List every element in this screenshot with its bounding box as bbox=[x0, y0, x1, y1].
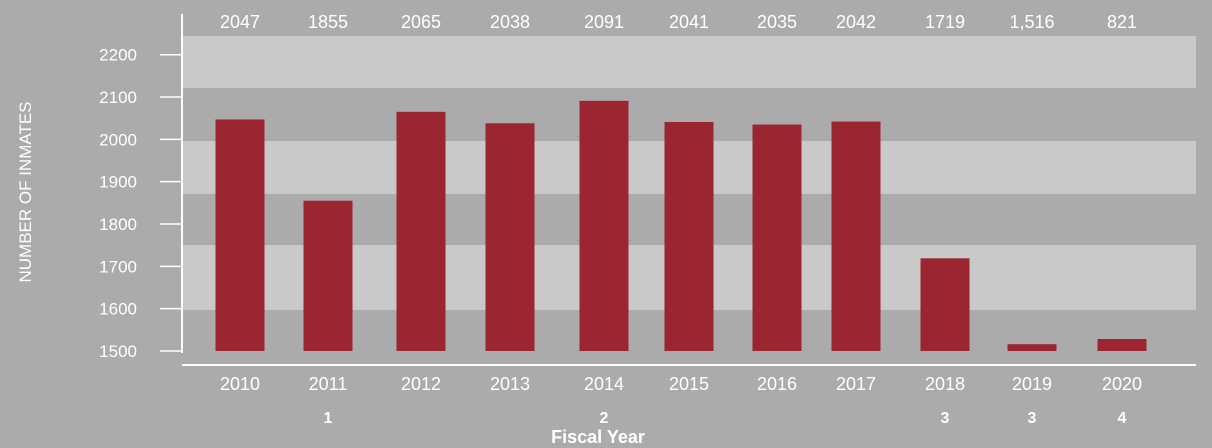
x-tick-label: 2017 bbox=[836, 374, 876, 394]
y-tick-label: 2200 bbox=[99, 46, 137, 65]
bar-2015 bbox=[664, 121, 714, 352]
footnote-marker: 3 bbox=[1028, 410, 1037, 427]
bar-2011 bbox=[303, 200, 353, 351]
bar-2014 bbox=[579, 100, 629, 351]
x-tick-label: 2016 bbox=[757, 374, 797, 394]
x-axis-ticks: 2010 2011 2012 2013 2014 2015 2016 2017 2018 2019… bbox=[220, 374, 1142, 394]
data-labels: 2047 1855 2065 2038 2091 2041 2035 2042 1719 1,51… bbox=[220, 12, 1137, 32]
x-tick-label: 2014 bbox=[584, 374, 624, 394]
bar-2017 bbox=[831, 121, 881, 351]
bar-2010 bbox=[215, 119, 265, 352]
data-label: 2042 bbox=[836, 12, 876, 32]
footnote-marker: 2 bbox=[600, 410, 609, 427]
bar-series bbox=[215, 100, 1147, 352]
bar-2018 bbox=[920, 258, 970, 351]
x-tick-label: 2011 bbox=[309, 374, 348, 394]
x-tick-label: 2010 bbox=[220, 374, 260, 394]
footnote-marker: 4 bbox=[1118, 410, 1127, 427]
data-label: 821 bbox=[1107, 12, 1137, 32]
x-tick-label: 2018 bbox=[925, 374, 965, 394]
x-tick-label: 2013 bbox=[490, 374, 530, 394]
footnote-marker: 1 bbox=[324, 410, 333, 427]
x-tick-label: 2015 bbox=[669, 374, 709, 394]
data-label: 2047 bbox=[220, 12, 260, 32]
y-tick-label: 2000 bbox=[99, 130, 137, 149]
bar-2020 bbox=[1097, 339, 1147, 351]
bar-2019 bbox=[1007, 344, 1057, 351]
data-label: 1,516 bbox=[1009, 12, 1054, 32]
x-tick-label: 2020 bbox=[1102, 374, 1142, 394]
footnote-marker: 3 bbox=[941, 410, 950, 427]
axes bbox=[181, 14, 1196, 366]
y-tick-label: 1600 bbox=[99, 300, 137, 319]
bar-2013 bbox=[485, 123, 535, 351]
y-tick-label: 1800 bbox=[99, 215, 137, 234]
y-tick-label: 2100 bbox=[99, 88, 137, 107]
background-band bbox=[182, 36, 1196, 88]
data-label: 2041 bbox=[669, 12, 709, 32]
x-axis-title: Fiscal Year bbox=[551, 427, 645, 447]
data-label: 2038 bbox=[490, 12, 530, 32]
y-tick-label: 1700 bbox=[99, 257, 137, 276]
x-tick-label: 2012 bbox=[401, 374, 441, 394]
y-tick-label: 1900 bbox=[99, 173, 137, 192]
y-axis-ticks: 1500 1600 1700 1800 1900 2000 2100 2200 bbox=[99, 46, 182, 361]
bar-2012 bbox=[396, 111, 446, 351]
data-label: 1855 bbox=[308, 12, 348, 32]
footnote-markers: 1 2 3 3 4 bbox=[324, 410, 1127, 427]
y-axis-title: NUMBER OF INMATES bbox=[16, 101, 35, 282]
y-tick-label: 1500 bbox=[99, 342, 137, 361]
data-label: 2035 bbox=[757, 12, 797, 32]
x-tick-label: 2019 bbox=[1012, 374, 1052, 394]
data-label: 1719 bbox=[925, 12, 965, 32]
data-label: 2091 bbox=[584, 12, 624, 32]
data-label: 2065 bbox=[401, 12, 441, 32]
bar-2016 bbox=[752, 124, 802, 351]
